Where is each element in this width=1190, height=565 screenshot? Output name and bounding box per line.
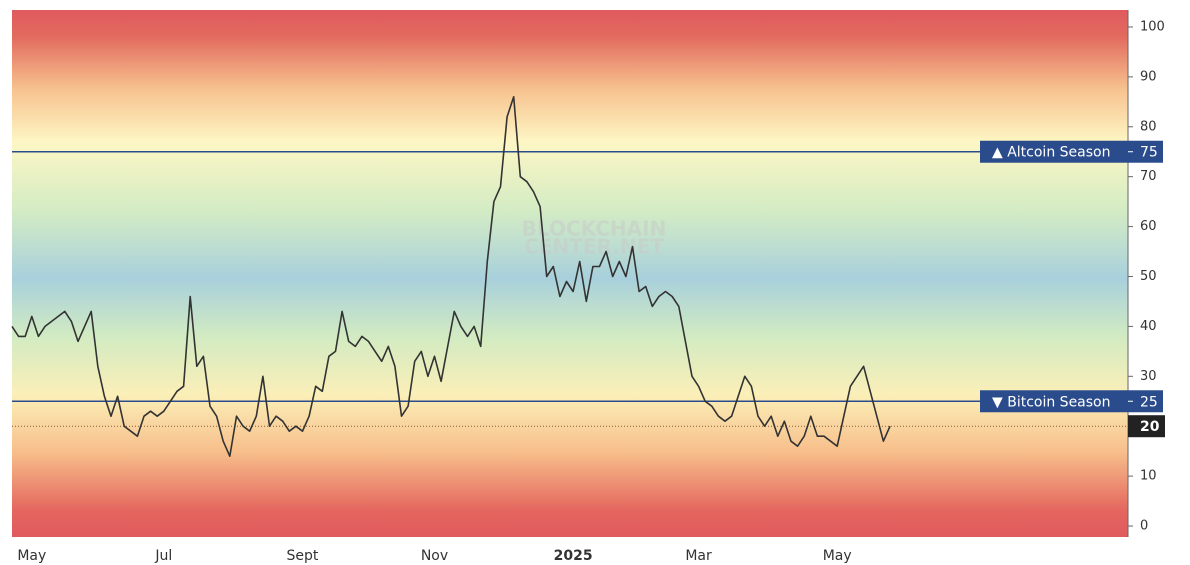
index-line	[11, 96, 891, 457]
y-tick-label: 60	[1140, 219, 1157, 234]
x-tick-label: May	[17, 548, 46, 564]
reference-label: ▲ Altcoin Season	[992, 145, 1110, 161]
x-tick-label: May	[823, 548, 852, 564]
reference-badge	[980, 390, 1163, 413]
y-tick-label: 30	[1140, 369, 1157, 384]
y-tick-label: 80	[1140, 119, 1157, 134]
x-tick-label: 2025	[554, 548, 593, 564]
y-tick-label: 50	[1140, 269, 1157, 284]
y-tick-label: 100	[1140, 19, 1165, 34]
reference-value: 25	[1140, 394, 1158, 410]
reference-badge	[980, 140, 1163, 163]
x-tick-label: Nov	[421, 548, 448, 564]
watermark-text: BLOCKCHAIN	[522, 217, 667, 241]
x-tick-label: Jul	[154, 548, 172, 564]
reference-label: ▼ Bitcoin Season	[992, 394, 1111, 410]
y-tick-label: 40	[1140, 319, 1157, 334]
y-tick-label: 70	[1140, 169, 1157, 184]
x-tick-label: Mar	[685, 548, 712, 564]
watermark-text: CENTER.NET	[524, 235, 664, 259]
y-tick-label: 0	[1140, 519, 1148, 534]
y-tick-label: 90	[1140, 69, 1157, 84]
reference-value: 75	[1140, 145, 1158, 161]
watermark: BLOCKCHAIN CENTER.NET	[522, 217, 667, 259]
plot-background	[12, 10, 1128, 537]
y-tick-label: 10	[1140, 469, 1157, 484]
current-value: 20	[1140, 419, 1160, 435]
x-tick-label: Sept	[287, 548, 319, 564]
current-badge	[1128, 415, 1165, 438]
